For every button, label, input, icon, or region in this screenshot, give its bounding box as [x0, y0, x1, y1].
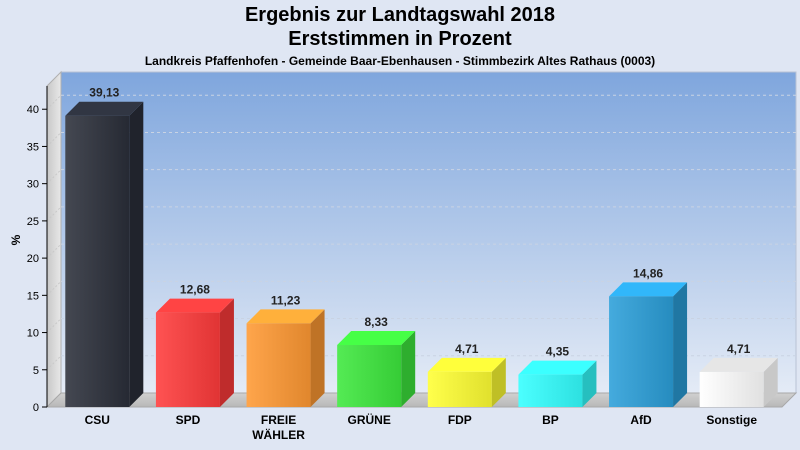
x-tick-label: SPD — [176, 413, 201, 427]
bar-shading — [65, 115, 130, 408]
bar-shading — [609, 296, 674, 407]
bar-top-bp — [518, 360, 597, 375]
y-tick-label: 30 — [27, 179, 39, 191]
bar-shading — [518, 374, 583, 407]
y-tick-label: 5 — [33, 365, 39, 377]
y-tick-label: 15 — [27, 290, 39, 302]
data-label: 8,33 — [365, 315, 389, 329]
gridline-side — [46, 94, 62, 110]
gridline-side — [46, 206, 62, 222]
bar-side-bp — [582, 360, 597, 407]
gridline-side — [46, 355, 62, 371]
data-label: 11,23 — [271, 293, 301, 307]
gridline-side — [46, 243, 62, 259]
bar-top-spd — [155, 298, 234, 313]
bar-top-csu — [65, 101, 144, 116]
gridline-side — [46, 169, 62, 185]
y-tick-label: 35 — [27, 141, 39, 153]
chart-title: Ergebnis zur Landtagswahl 2018 — [244, 4, 556, 26]
bar-side-grüne — [401, 330, 416, 407]
chart-subtitle: Erststimmen in Prozent — [288, 28, 512, 50]
bar-top-fdp — [427, 357, 506, 372]
x-tick-label: FDP — [448, 413, 472, 427]
y-tick-label: 10 — [27, 328, 39, 340]
x-tick-label: BP — [542, 413, 559, 427]
plot-side-wall — [46, 70, 62, 409]
bar-side-afd — [673, 282, 688, 407]
bar-top-grüne — [337, 330, 416, 345]
data-label: 4,71 — [727, 342, 751, 356]
bar-shading — [337, 344, 402, 407]
bar-side-sonstige — [763, 357, 778, 407]
bar-side-freie-wähler — [310, 309, 325, 407]
bar-top-sonstige — [699, 357, 778, 372]
y-tick-label: 25 — [27, 216, 39, 228]
y-axis-label: % — [9, 234, 23, 245]
data-label: 4,35 — [546, 345, 570, 359]
bar-top-afd — [609, 282, 688, 297]
bar-side-fdp — [491, 357, 506, 407]
bar-shading — [155, 312, 220, 407]
data-label: 4,71 — [455, 342, 479, 356]
chart-region-subtitle: Landkreis Pfaffenhofen - Gemeinde Baar-E… — [144, 54, 656, 68]
bar-shading — [699, 371, 764, 407]
y-tick-label: 40 — [27, 104, 39, 116]
x-tick-label: WÄHLER — [252, 427, 305, 442]
x-tick-label: GRÜNE — [348, 412, 391, 427]
bar-side-csu — [129, 101, 144, 408]
bar-shading — [246, 323, 311, 407]
x-tick-label: CSU — [85, 413, 110, 427]
gridline-side — [46, 318, 62, 333]
y-tick-label: 20 — [27, 253, 39, 265]
x-tick-label: Sonstige — [706, 413, 757, 427]
data-label: 14,86 — [633, 266, 663, 280]
data-label: 12,68 — [180, 283, 210, 297]
gridline-side — [46, 280, 62, 296]
bar-side-spd — [219, 298, 234, 407]
data-label: 39,13 — [89, 86, 119, 100]
bar-shading — [427, 371, 492, 407]
x-tick-label: AfD — [630, 413, 652, 427]
y-tick-label: 0 — [33, 402, 39, 414]
gridline-side — [46, 132, 62, 147]
x-tick-label: FREIE — [261, 413, 296, 427]
bar-top-freie-wähler — [246, 309, 325, 324]
